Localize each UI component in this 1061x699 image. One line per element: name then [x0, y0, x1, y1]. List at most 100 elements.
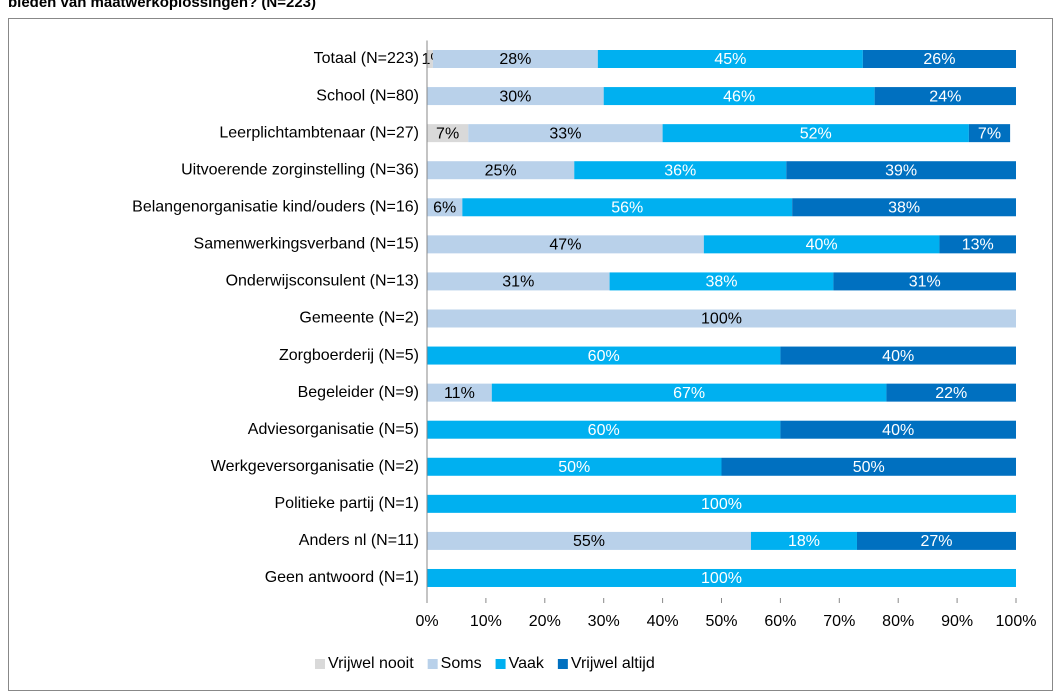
data-label: 55% [573, 533, 605, 550]
data-label: 45% [714, 51, 746, 68]
data-label: 28% [499, 51, 531, 68]
data-label: 27% [920, 533, 952, 550]
bar-segment [603, 87, 875, 106]
y-tick-label: Zorgboerderij (N=5) [279, 347, 419, 364]
y-tick-label: Geen antwoord (N=1) [265, 569, 419, 586]
bar-segment [432, 50, 598, 68]
legend-label: Vrijwel nooit [328, 655, 414, 672]
y-tick-label: School (N=80) [316, 87, 419, 104]
bar-segment [780, 420, 1016, 439]
data-label: 40% [882, 348, 914, 365]
bar-segment [968, 124, 1011, 143]
data-label: 24% [929, 88, 961, 105]
x-tick-label: 100% [996, 613, 1037, 630]
x-tick-label: 70% [823, 613, 855, 630]
bar-segment [427, 309, 1016, 328]
y-tick-label: Anders nl (N=11) [299, 532, 419, 549]
x-tick-label: 30% [588, 613, 620, 630]
bar-segment [427, 87, 604, 106]
bar-segment [427, 198, 463, 217]
bar-segment [750, 531, 857, 550]
data-label: 52% [800, 125, 832, 142]
data-label: 60% [588, 348, 620, 365]
data-label: 6% [433, 199, 456, 216]
x-tick-label: 0% [415, 613, 438, 630]
bar-segment [662, 124, 969, 143]
y-tick-label: Werkgeversorganisatie (N=2) [211, 458, 419, 475]
legend-swatch [315, 659, 325, 669]
data-label: 39% [885, 162, 917, 179]
y-tick-label: Samenwerkingsverband (N=15) [194, 236, 419, 253]
legend-swatch [557, 659, 568, 669]
bar-segment [427, 124, 469, 143]
bar-segment [874, 87, 1016, 106]
data-label: 38% [705, 274, 737, 291]
x-tick-label: 90% [941, 613, 973, 630]
data-label: 40% [882, 422, 914, 439]
x-tick-label: 80% [882, 613, 914, 630]
bar-segment [939, 235, 1016, 254]
data-label: 30% [499, 88, 531, 105]
data-label: 26% [923, 51, 955, 68]
data-label: 33% [549, 125, 581, 142]
chart-title: bieden van maatwerkoplossingen? (N=223) [8, 0, 316, 11]
bar-segment [427, 457, 722, 476]
data-label: 36% [664, 162, 696, 179]
bar-segment [862, 50, 1016, 68]
bar-segment [833, 272, 1016, 291]
y-tick-label: Onderwijsconsulent (N=13) [226, 273, 419, 290]
data-label: 7% [978, 125, 1001, 142]
bar-segment [886, 383, 1016, 402]
data-label: 11% [444, 385, 475, 402]
bar-segment [703, 235, 940, 254]
bar-segment [427, 235, 704, 254]
data-label: 47% [549, 237, 581, 254]
data-label: 22% [935, 385, 967, 402]
bar-segment [427, 50, 433, 68]
bar-segment [792, 198, 1016, 217]
data-label: 31% [909, 274, 941, 291]
data-label: 18% [788, 533, 820, 550]
data-label: 56% [611, 199, 643, 216]
data-label: 100% [701, 496, 742, 513]
data-label: 60% [588, 422, 620, 439]
y-tick-label: Begeleider (N=9) [298, 384, 419, 401]
data-label: 7% [436, 125, 459, 142]
bar-segment [786, 161, 1016, 180]
data-label: 31% [502, 274, 534, 291]
y-tick-label: Uitvoerende zorginstelling (N=36) [181, 161, 419, 178]
bar-segment [427, 568, 1016, 587]
bar-segment [574, 161, 787, 180]
bar-segment [427, 161, 575, 180]
bar-segment [427, 346, 781, 365]
legend-label: Vrijwel altijd [571, 655, 655, 672]
legend-label: Vaak [509, 655, 545, 672]
data-label: 25% [485, 162, 517, 179]
data-label: 46% [723, 88, 755, 105]
x-tick-label: 50% [705, 613, 737, 630]
x-tick-label: 60% [764, 613, 796, 630]
legend-swatch [495, 659, 506, 669]
bar-segment [468, 124, 663, 143]
x-tick-label: 20% [529, 613, 561, 630]
data-label: 40% [806, 237, 838, 254]
bar-segment [721, 457, 1016, 476]
legend-label: Soms [441, 655, 482, 672]
data-label: 100% [701, 570, 742, 587]
y-tick-label: Politieke partij (N=1) [275, 495, 420, 512]
y-tick-label: Belangenorganisatie kind/ouders (N=16) [132, 198, 419, 215]
bar-segment [427, 420, 781, 439]
bar-segment [597, 50, 863, 68]
bar-segment [609, 272, 834, 291]
bar-segment [856, 531, 1016, 550]
data-label: 38% [888, 199, 920, 216]
data-label: 13% [962, 237, 994, 254]
x-tick-label: 40% [647, 613, 679, 630]
y-tick-label: Gemeente (N=2) [299, 310, 419, 327]
bar-segment [427, 494, 1016, 513]
bar-segment [427, 383, 492, 402]
bar-segment [427, 272, 610, 291]
y-tick-label: Leerplichtambtenaar (N=27) [219, 124, 419, 141]
bar-segment [780, 346, 1016, 365]
